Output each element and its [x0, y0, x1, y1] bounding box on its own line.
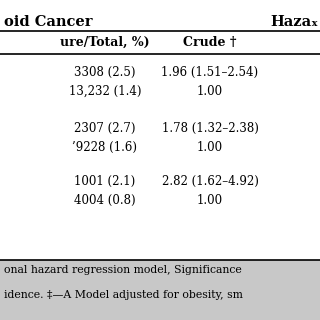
- Text: 4004 (0.8): 4004 (0.8): [74, 194, 136, 207]
- Text: 1.78 (1.32–2.38): 1.78 (1.32–2.38): [162, 122, 259, 135]
- Text: 1.00: 1.00: [197, 194, 223, 207]
- Text: idence. ‡—A Model adjusted for obesity, sm: idence. ‡—A Model adjusted for obesity, …: [4, 290, 243, 300]
- Text: 2.82 (1.62–4.92): 2.82 (1.62–4.92): [162, 175, 259, 188]
- Text: 1.00: 1.00: [197, 141, 223, 154]
- Text: 2307 (2.7): 2307 (2.7): [74, 122, 136, 135]
- Text: oid Cancer: oid Cancer: [4, 15, 92, 29]
- Text: Crude †: Crude †: [183, 36, 237, 49]
- Text: 1.96 (1.51–2.54): 1.96 (1.51–2.54): [161, 66, 259, 79]
- Text: 13,232 (1.4): 13,232 (1.4): [69, 85, 141, 98]
- Text: onal hazard regression model, Significance: onal hazard regression model, Significan…: [4, 265, 242, 275]
- Text: 1001 (2.1): 1001 (2.1): [74, 175, 136, 188]
- Text: ure/Total, %): ure/Total, %): [60, 36, 150, 49]
- Text: 3308 (2.5): 3308 (2.5): [74, 66, 136, 79]
- Text: ’9228 (1.6): ’9228 (1.6): [73, 141, 138, 154]
- Text: 1.00: 1.00: [197, 85, 223, 98]
- Text: Hazaₓ: Hazaₓ: [270, 15, 318, 29]
- Bar: [0, 260, 320, 320]
